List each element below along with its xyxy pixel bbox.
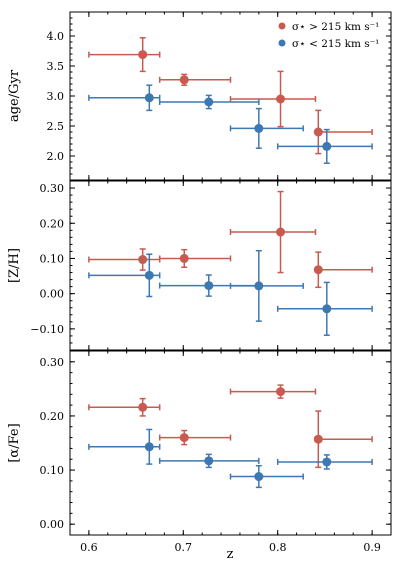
plot-frame (69, 180, 392, 351)
ylabel: age/Gyr (7, 69, 22, 122)
y-tick-label: 2.0 (47, 150, 65, 163)
legend-label: σ⋆ < 215 km s⁻¹ (292, 38, 379, 50)
data-point (138, 255, 148, 265)
xlabel: z (227, 547, 234, 562)
panel-metallicity: −0.10 0.00 0.10 0.20 0.30 [Z/H] (7, 180, 392, 351)
x-tick-label: 0.6 (80, 541, 98, 554)
y-tick-label: 0.30 (40, 356, 65, 369)
legend-marker (278, 39, 286, 47)
x-tick-label: 0.8 (269, 541, 287, 554)
y-tick-label: 0.10 (40, 252, 65, 265)
legend-label: σ⋆ > 215 km s⁻¹ (292, 21, 379, 33)
data-point (179, 253, 189, 263)
data-point (322, 141, 332, 151)
y-tick-label: 0.20 (40, 410, 65, 423)
data-point (179, 433, 189, 443)
data-point (144, 270, 154, 280)
y-tick-label: 0.10 (40, 464, 65, 477)
data-point (313, 127, 323, 137)
y-tick-label: 4.0 (47, 30, 65, 43)
panel-alpha-fe: 0.00 0.10 0.20 0.30 [α/Fe] 0.6 0.7 0.8 0.9 (7, 350, 392, 554)
data-point (313, 265, 323, 275)
data-point (254, 123, 264, 133)
ylabel: [Z/H] (7, 248, 22, 283)
data-point (254, 281, 264, 291)
legend-marker (278, 22, 286, 30)
data-point (322, 304, 332, 314)
x-tick-label: 0.9 (363, 541, 381, 554)
ylabel: [α/Fe] (7, 423, 22, 462)
data-point (144, 442, 154, 452)
y-tick-label: 2.5 (47, 120, 65, 133)
legend: σ⋆ > 215 km s⁻¹ σ⋆ < 215 km s⁻¹ (278, 21, 379, 50)
data-point (204, 456, 214, 466)
data-point (204, 281, 214, 291)
data-point (138, 50, 148, 60)
y-tick-label: 0.20 (40, 217, 65, 230)
data-point (144, 93, 154, 103)
data-point (138, 402, 148, 412)
y-tick-label: 0.30 (40, 182, 65, 195)
data-point (322, 457, 332, 467)
data-point (276, 387, 286, 397)
data-point (313, 434, 323, 444)
data-point (254, 472, 264, 482)
y-tick-label: 3.0 (47, 90, 65, 103)
plot-frame (69, 350, 392, 536)
y-tick-label: 0.00 (40, 518, 65, 531)
x-tick-label: 0.7 (175, 541, 193, 554)
data-point (276, 94, 286, 104)
data-point (276, 227, 286, 237)
y-tick-label: 0.00 (40, 288, 65, 301)
data-point (179, 75, 189, 85)
y-tick-label: −0.10 (30, 323, 64, 336)
data-point (204, 97, 214, 107)
y-tick-label: 3.5 (47, 60, 65, 73)
